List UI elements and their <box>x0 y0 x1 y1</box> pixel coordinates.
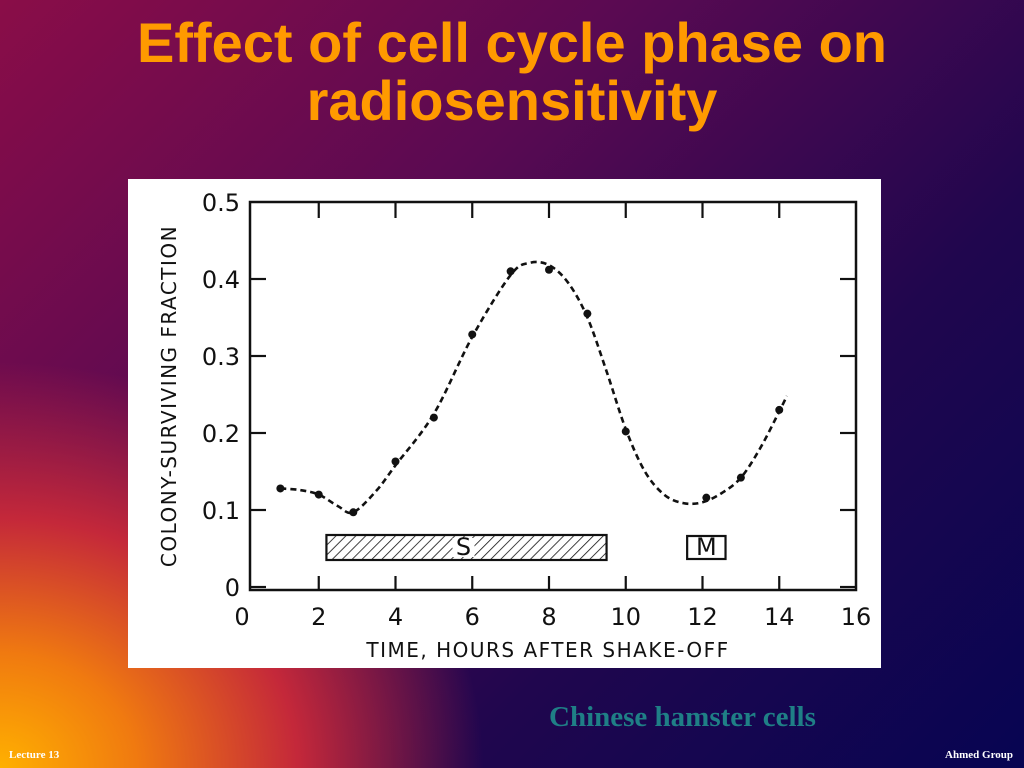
footer-author: Ahmed Group <box>945 749 1013 761</box>
s-phase-label-bg <box>452 538 475 557</box>
footer-lecture: Lecture 13 <box>9 749 60 761</box>
plot-frame <box>248 200 858 592</box>
data-point <box>702 493 711 502</box>
y-tick-label: 0.2 <box>202 420 240 448</box>
y-tick-label: 0.3 <box>202 343 240 371</box>
data-point <box>468 330 477 339</box>
slide-title-line-1: Effect of cell cycle phase on <box>136 11 888 74</box>
data-point <box>506 267 515 276</box>
m-phase-box <box>686 534 727 561</box>
x-tick-label: 8 <box>541 603 556 631</box>
data-point <box>391 457 400 466</box>
data-point <box>775 405 784 414</box>
y-axis-label: COLONY-SURVIVING FRACTION <box>157 225 181 567</box>
x-tick-label: 16 <box>841 603 872 631</box>
chart-figure: 0 2 4 6 8 10 12 14 16 0 0.1 0.2 0.3 0.4 0.5 S M TIME, H… <box>128 179 881 668</box>
x-tick-label: 14 <box>764 603 795 631</box>
data-point <box>314 490 323 499</box>
data-point <box>276 484 285 493</box>
data-point <box>736 473 745 482</box>
data-point <box>583 309 592 318</box>
x-tick-label: 6 <box>465 603 480 631</box>
survival-chart: 0 2 4 6 8 10 12 14 16 0 0.1 0.2 0.3 0.4 0.5 S M TIME, H… <box>157 189 872 662</box>
trend-curve <box>280 260 789 515</box>
x-tick-label: 4 <box>388 603 403 631</box>
x-tick-label: 2 <box>311 603 326 631</box>
m-phase-label: M <box>696 533 717 561</box>
data-point <box>621 427 630 436</box>
x-axis-label: TIME, HOURS AFTER SHAKE-OFF <box>365 638 729 662</box>
x-tick-label: 10 <box>610 603 641 631</box>
y-tick-label: 0.5 <box>202 189 240 217</box>
slide-title: Effect of cell cycle phase on radiosensi… <box>0 14 1024 130</box>
y-tick-label: 0.4 <box>202 266 240 294</box>
data-point <box>349 508 358 517</box>
x-tick-label: 12 <box>687 603 718 631</box>
x-tick-label: 0 <box>234 603 249 631</box>
data-point <box>545 265 553 274</box>
y-tick-label: 0.1 <box>202 497 240 525</box>
data-point <box>429 413 438 422</box>
slide-title-line-2: radiosensitivity <box>306 69 718 132</box>
slide-caption: Chinese hamster cells <box>549 701 816 733</box>
s-phase-label: S <box>456 533 471 561</box>
y-tick-label: 0 <box>225 574 240 602</box>
